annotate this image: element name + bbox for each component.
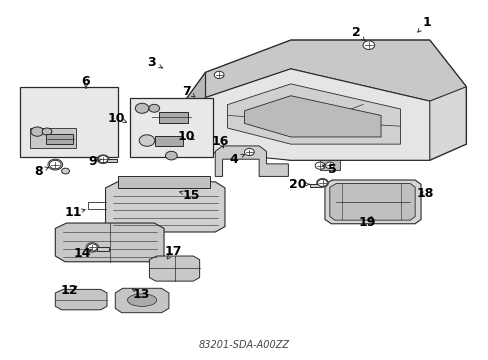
FancyBboxPatch shape (46, 134, 73, 144)
Polygon shape (205, 40, 466, 101)
Circle shape (86, 243, 99, 252)
Polygon shape (115, 288, 168, 313)
Circle shape (325, 162, 333, 168)
Polygon shape (130, 98, 212, 157)
Polygon shape (118, 176, 210, 188)
Circle shape (149, 104, 159, 112)
Polygon shape (55, 289, 107, 310)
Text: 7: 7 (182, 85, 191, 98)
Polygon shape (320, 160, 339, 170)
Polygon shape (149, 256, 199, 281)
Circle shape (98, 156, 108, 163)
Polygon shape (244, 96, 380, 137)
Circle shape (97, 155, 109, 163)
Text: 15: 15 (182, 189, 199, 202)
Text: 3: 3 (147, 56, 156, 69)
Text: 17: 17 (165, 245, 182, 258)
Text: 14: 14 (74, 247, 91, 260)
Circle shape (42, 128, 52, 135)
Text: 18: 18 (415, 187, 433, 200)
Text: 12: 12 (60, 284, 78, 297)
Circle shape (87, 244, 97, 251)
Text: 11: 11 (64, 207, 81, 220)
FancyBboxPatch shape (159, 112, 188, 123)
FancyBboxPatch shape (106, 159, 117, 162)
Polygon shape (329, 184, 414, 220)
Ellipse shape (127, 294, 157, 306)
Text: 5: 5 (327, 163, 336, 176)
Polygon shape (163, 69, 429, 160)
Circle shape (61, 168, 69, 174)
Circle shape (214, 71, 224, 78)
Text: 8: 8 (34, 165, 43, 177)
Text: 2: 2 (351, 27, 360, 40)
Polygon shape (55, 223, 163, 262)
Circle shape (315, 162, 325, 169)
Text: 1: 1 (422, 16, 431, 29)
Circle shape (317, 179, 327, 186)
Circle shape (48, 159, 62, 170)
Text: 20: 20 (289, 178, 306, 191)
Circle shape (49, 160, 61, 169)
Circle shape (135, 103, 149, 113)
Text: 16: 16 (211, 135, 228, 148)
Polygon shape (325, 180, 420, 224)
Polygon shape (227, 84, 400, 144)
Circle shape (139, 135, 155, 146)
Polygon shape (30, 128, 76, 148)
Polygon shape (215, 146, 288, 176)
Circle shape (165, 151, 177, 160)
FancyBboxPatch shape (155, 136, 183, 146)
Text: 4: 4 (229, 153, 238, 166)
Circle shape (362, 41, 374, 49)
Circle shape (316, 179, 328, 187)
Polygon shape (163, 40, 466, 160)
FancyBboxPatch shape (97, 247, 109, 251)
Text: 19: 19 (358, 216, 375, 229)
Polygon shape (163, 72, 205, 148)
Circle shape (244, 148, 254, 156)
Text: 13: 13 (132, 288, 149, 301)
Polygon shape (105, 182, 224, 232)
Polygon shape (20, 87, 118, 157)
Circle shape (31, 127, 43, 136)
Text: 6: 6 (81, 75, 90, 88)
Text: 10: 10 (177, 130, 194, 143)
Text: 10: 10 (108, 112, 125, 125)
FancyBboxPatch shape (309, 184, 320, 187)
Text: 9: 9 (88, 155, 97, 168)
Text: 83201-SDA-A00ZZ: 83201-SDA-A00ZZ (199, 340, 289, 350)
